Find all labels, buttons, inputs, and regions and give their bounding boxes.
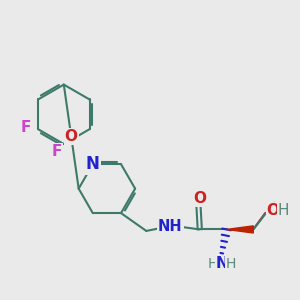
Text: O: O [267,202,280,217]
Text: N: N [86,155,100,173]
Text: NH: NH [158,219,182,234]
Text: F: F [21,120,32,135]
Polygon shape [226,226,253,233]
Text: O: O [193,191,206,206]
Text: F: F [51,144,62,159]
Text: H: H [208,256,218,271]
Text: H: H [278,202,289,217]
Text: O: O [65,129,78,144]
Text: N: N [216,256,229,271]
Text: H: H [226,256,236,271]
